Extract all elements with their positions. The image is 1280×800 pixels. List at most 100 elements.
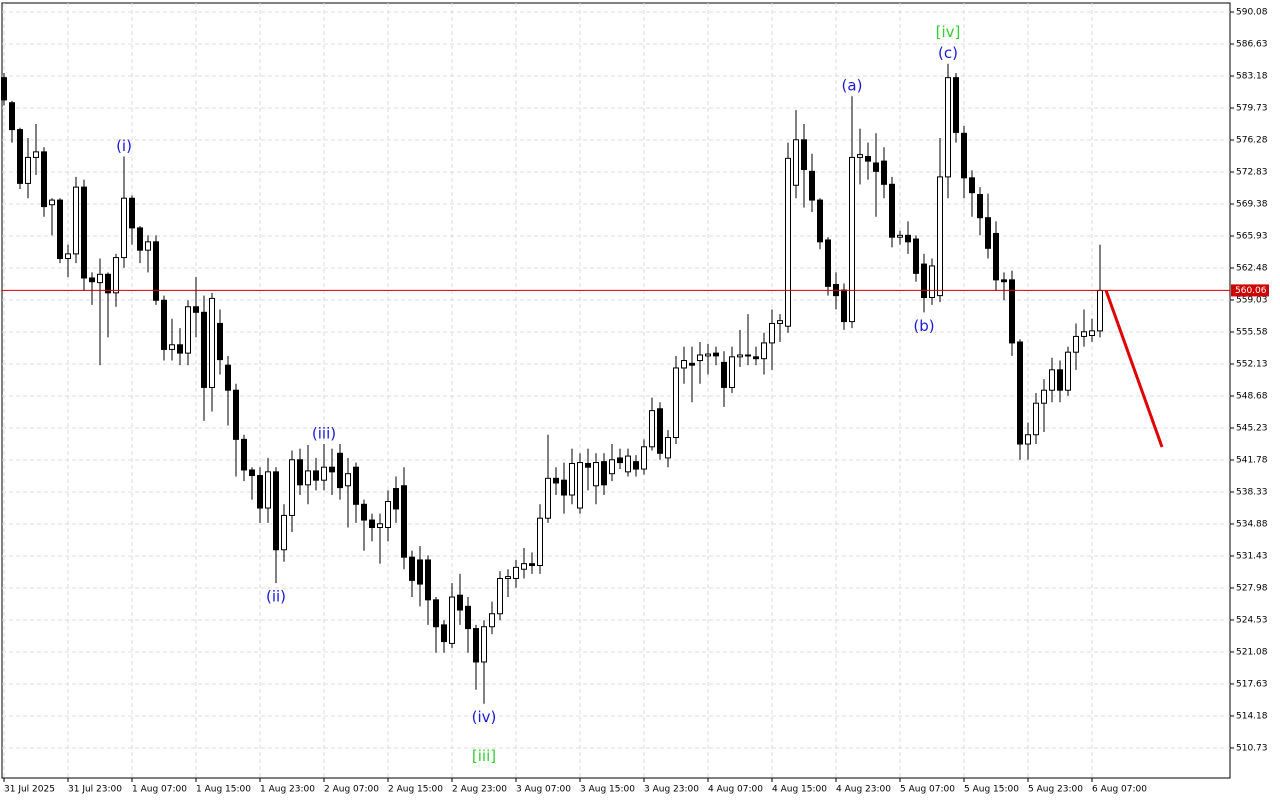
candle-body: [657, 408, 663, 454]
y-tick-label: 559.03: [1236, 295, 1268, 305]
y-tick-label: 583.18: [1236, 71, 1268, 81]
candle-body: [1065, 351, 1071, 391]
candle-body: [777, 320, 783, 324]
candle-body: [1041, 389, 1047, 404]
candle-body: [169, 344, 175, 350]
y-tick-label: 569.38: [1236, 199, 1268, 209]
wave-label: (c): [938, 44, 958, 62]
candle-body: [689, 362, 695, 366]
candle-body: [481, 626, 487, 663]
candle-body: [945, 77, 951, 178]
candle-body: [361, 503, 367, 521]
candle-body: [17, 129, 23, 184]
y-tick-label: 527.98: [1236, 583, 1268, 593]
candle-body: [209, 297, 215, 388]
candle-body: [385, 501, 391, 528]
candle-body: [281, 514, 287, 551]
candle-body: [401, 485, 407, 558]
candle-body: [1081, 331, 1087, 337]
candle-body: [937, 176, 943, 297]
candle-body: [881, 160, 887, 185]
candle-body: [369, 519, 375, 528]
wave-label: (ii): [266, 588, 286, 606]
candle-body: [457, 594, 463, 611]
candle-body: [425, 559, 431, 601]
x-tick-label: 1 Aug 15:00: [196, 785, 251, 795]
candle-body: [1057, 369, 1063, 391]
wave-label: (iv): [472, 708, 497, 726]
candle-body: [1049, 369, 1055, 391]
candle-body: [1033, 402, 1039, 436]
candle-body: [561, 479, 567, 496]
x-tick-label: 31 Jul 2025: [4, 785, 55, 795]
candle-body: [73, 186, 79, 255]
overlays: (i) (ii) (iii) (iv) [iii] (a) (b) (c) [iv]: [2, 23, 1230, 765]
x-tick-label: 1 Aug 07:00: [132, 785, 187, 795]
candle-body: [57, 199, 63, 260]
candle-body: [865, 155, 871, 162]
candle-body: [753, 356, 759, 360]
current-price-label: 560.06: [1235, 286, 1267, 296]
candle-body: [625, 455, 631, 473]
candle-body: [241, 438, 247, 471]
candle-body: [321, 466, 327, 481]
candle-body: [377, 523, 383, 528]
candle-body: [617, 457, 623, 464]
wave-label: (i): [116, 137, 132, 155]
x-tick-label: 4 Aug 07:00: [708, 785, 763, 795]
candle-body: [553, 477, 559, 484]
candle-body: [257, 475, 263, 509]
candle-body: [977, 194, 983, 219]
x-tick-label: 3 Aug 23:00: [644, 785, 699, 795]
y-tick-label: 552.13: [1236, 359, 1268, 369]
candle-body: [593, 462, 599, 487]
y-tick-label: 590.08: [1236, 7, 1268, 17]
candle-body: [393, 488, 399, 510]
candle-body: [721, 361, 727, 388]
y-tick-label: 555.58: [1236, 327, 1268, 337]
candle-body: [577, 462, 583, 509]
candle-body: [825, 239, 831, 287]
candle-body: [49, 199, 55, 206]
y-tick-label: 562.48: [1236, 263, 1268, 273]
candle-body: [537, 517, 543, 567]
candle-body: [1001, 279, 1007, 283]
candle-body: [1009, 279, 1015, 344]
candle-body: [793, 139, 799, 186]
candle-body: [737, 354, 743, 358]
wave-label: (a): [842, 77, 863, 95]
x-tick-label: 31 Jul 23:00: [68, 785, 122, 795]
candle-body: [217, 322, 223, 361]
candle-body: [545, 477, 551, 519]
candle-body: [769, 322, 775, 344]
candle-body: [185, 306, 191, 354]
wave-label: [iii]: [472, 747, 496, 765]
y-tick-label: 586.63: [1236, 39, 1268, 49]
x-tick-label: 6 Aug 07:00: [1092, 785, 1147, 795]
candle-body: [1, 77, 7, 101]
candle-body: [1017, 341, 1023, 445]
candle-body: [497, 577, 503, 615]
candle-body: [409, 556, 415, 581]
candle-body: [417, 559, 423, 585]
candle-body: [105, 273, 111, 294]
y-tick-label: 579.73: [1236, 103, 1268, 113]
candle-body: [137, 227, 143, 251]
candle-body: [329, 466, 335, 473]
candle-body: [465, 605, 471, 630]
candle-body: [345, 473, 351, 487]
x-tick-label: 4 Aug 15:00: [772, 785, 827, 795]
candle-body: [233, 389, 239, 440]
candle-body: [521, 563, 527, 570]
candle-body: [969, 177, 975, 194]
x-tick-label: 2 Aug 15:00: [388, 785, 443, 795]
y-tick-label: 538.33: [1236, 487, 1268, 497]
candle-body: [273, 471, 279, 551]
candle-body: [985, 217, 991, 249]
candle-body: [89, 277, 95, 283]
y-tick-label: 521.08: [1236, 647, 1268, 657]
current-price-tag: [1231, 284, 1269, 297]
candle-body: [1073, 335, 1079, 353]
candle-body: [289, 459, 295, 516]
